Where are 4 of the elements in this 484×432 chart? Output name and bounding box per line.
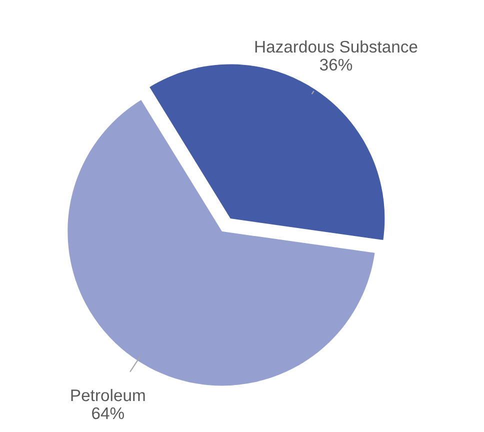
slice-label: Petroleum	[71, 388, 145, 402]
data-label: 64%	[92, 407, 124, 420]
data-label: 36%	[320, 58, 352, 71]
slice-label: Hazardous Substance	[255, 40, 418, 53]
